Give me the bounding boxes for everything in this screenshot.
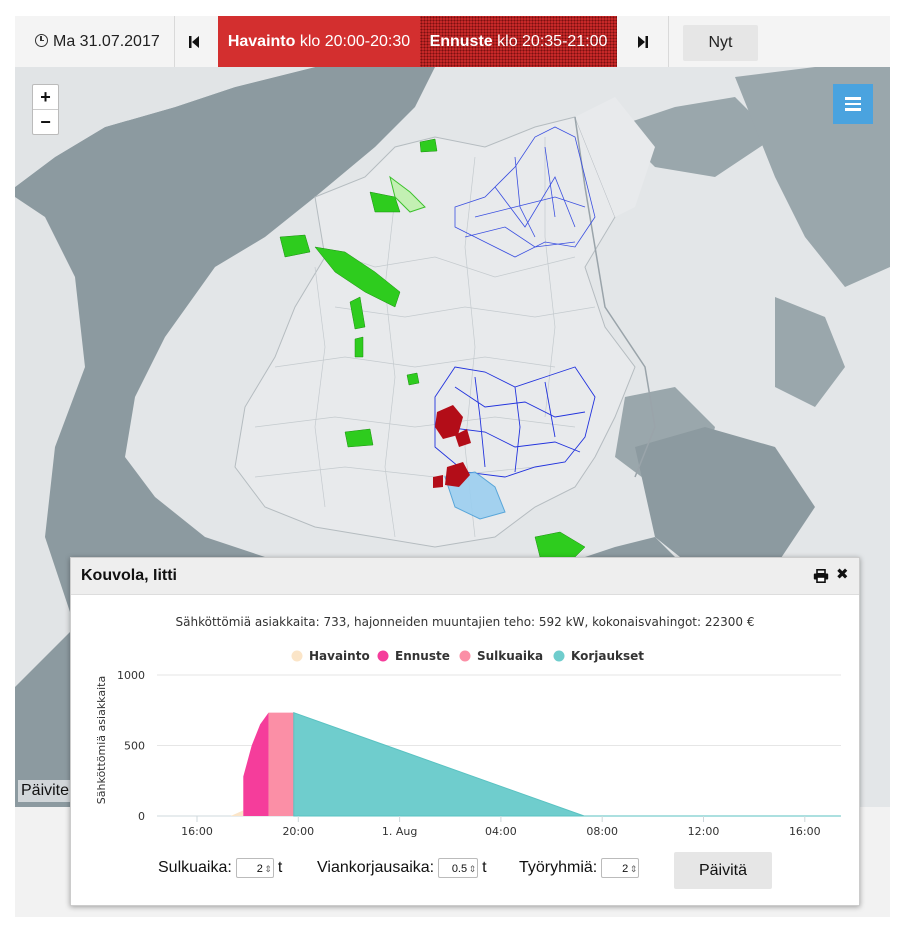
- land-sweden: [15, 67, 315, 187]
- legend-item[interactable]: Sulkuaika: [477, 649, 543, 663]
- lightning-cells: [279, 138, 586, 563]
- zoom-in-button[interactable]: +: [40, 87, 51, 107]
- legend-item[interactable]: Havainto: [309, 649, 370, 663]
- x-tick-label: 12:00: [688, 825, 720, 838]
- legend-swatch[interactable]: [553, 650, 565, 662]
- grid-network-north: [454, 126, 596, 258]
- zoom-out-button[interactable]: −: [33, 109, 58, 134]
- outage-summary: Sähköttömiä asiakkaita: 733, hajonneiden…: [175, 615, 755, 629]
- x-tick-label: 1. Aug: [382, 825, 417, 838]
- closing-time-unit: t: [277, 859, 283, 876]
- update-button[interactable]: Päivitä: [674, 852, 772, 889]
- national-border: [574, 116, 656, 478]
- lightning-cell-forecast: [389, 175, 426, 213]
- x-tick-label: 04:00: [485, 825, 517, 838]
- y-tick-label: 1000: [117, 669, 145, 682]
- menu-icon-bar: [845, 108, 861, 111]
- clock-icon: [35, 34, 48, 47]
- skip-back-icon: [189, 35, 199, 48]
- x-tick-label: 20:00: [282, 825, 314, 838]
- series-area-2: [243, 712, 269, 816]
- y-tick-label: 0: [138, 810, 145, 823]
- menu-icon-bar: [845, 102, 861, 106]
- lake-onega: [775, 297, 845, 407]
- observation-segment[interactable]: Havainto klo 20:00-20:30: [218, 16, 420, 67]
- popup-header: Kouvola, Iitti ✖: [71, 558, 859, 595]
- repair-time-control: Viankorjausaika:0.5t: [317, 848, 487, 888]
- legend-swatch[interactable]: [459, 650, 471, 662]
- print-icon[interactable]: [813, 569, 829, 583]
- area-info-popup: Kouvola, Iitti ✖ Sähköttömiä asiakkaita:…: [70, 557, 860, 906]
- chart-y-label: Sähköttömiä asiakkaita: [95, 676, 108, 804]
- outage-chart: Havainto Ennuste Sulkuaika Korjaukset 16:00…: [95, 649, 841, 838]
- series-area-1: [230, 810, 244, 816]
- legend-item[interactable]: Korjaukset: [571, 649, 644, 663]
- chart-series: [230, 711, 841, 817]
- chart-legend: Havainto Ennuste Sulkuaika Korjaukset: [291, 649, 644, 663]
- x-tick-label: 08:00: [586, 825, 618, 838]
- closing-time-control: Sulkuaika:2t: [158, 848, 282, 888]
- timeline-bar[interactable]: Havainto klo 20:00-20:30 Ennuste klo 20:…: [218, 16, 617, 67]
- lake-large: [635, 427, 815, 577]
- popup-title: Kouvola, Iitti: [81, 567, 177, 584]
- series-area-4: [293, 711, 841, 817]
- skip-forward-icon: [638, 35, 648, 48]
- land-sweden-coast: [15, 197, 85, 687]
- close-icon[interactable]: ✖: [836, 566, 849, 583]
- lake: [615, 97, 775, 177]
- step-back-button[interactable]: [174, 16, 214, 67]
- timeline-toolbar: Ma 31.07.2017 Havainto klo 20:00-20:30 E…: [15, 16, 890, 67]
- crews-control: Työryhmiä: 2: [519, 848, 643, 888]
- repair-time-label: Viankorjausaika:: [317, 859, 435, 876]
- outage-areas: [433, 405, 471, 488]
- date-display[interactable]: Ma 31.07.2017: [35, 16, 160, 67]
- closing-time-input[interactable]: 2: [235, 857, 274, 879]
- x-tick-label: 16:00: [789, 825, 821, 838]
- date-text: Ma 31.07.2017: [53, 33, 160, 50]
- simulation-controls: Sulkuaika:2t Viankorjausaika:0.5t Työryh…: [71, 848, 859, 898]
- crews-label: Työryhmiä:: [519, 859, 598, 876]
- divider: [174, 16, 175, 67]
- layer-menu-button[interactable]: [833, 84, 873, 124]
- legend-swatch[interactable]: [377, 650, 389, 662]
- divider: [668, 16, 669, 67]
- chart-x-axis: 16:00 20:00 1. Aug 04:00 08:00 12:00 16:00: [181, 816, 821, 838]
- crews-input[interactable]: 2: [601, 857, 640, 879]
- land-finland: [234, 116, 636, 548]
- legend-swatch[interactable]: [291, 650, 303, 662]
- repair-time-input[interactable]: 0.5: [438, 857, 479, 879]
- x-tick-label: 16:00: [181, 825, 213, 838]
- now-button[interactable]: Nyt: [683, 25, 758, 61]
- land-karelia: [575, 97, 655, 217]
- legend-item[interactable]: Ennuste: [395, 649, 450, 663]
- y-tick-label: 500: [124, 740, 145, 753]
- step-forward-button[interactable]: [623, 16, 663, 67]
- repair-time-unit: t: [482, 859, 487, 876]
- zoom-control: + −: [32, 84, 59, 135]
- closing-time-label: Sulkuaika:: [158, 859, 232, 876]
- series-area-3: [268, 712, 294, 816]
- menu-icon-bar: [845, 97, 861, 100]
- chart-y-axis: 0 500 1000: [117, 669, 145, 823]
- forecast-segment[interactable]: Ennuste klo 20:35-21:00: [420, 16, 617, 67]
- update-status-text: Päivite: [18, 780, 73, 802]
